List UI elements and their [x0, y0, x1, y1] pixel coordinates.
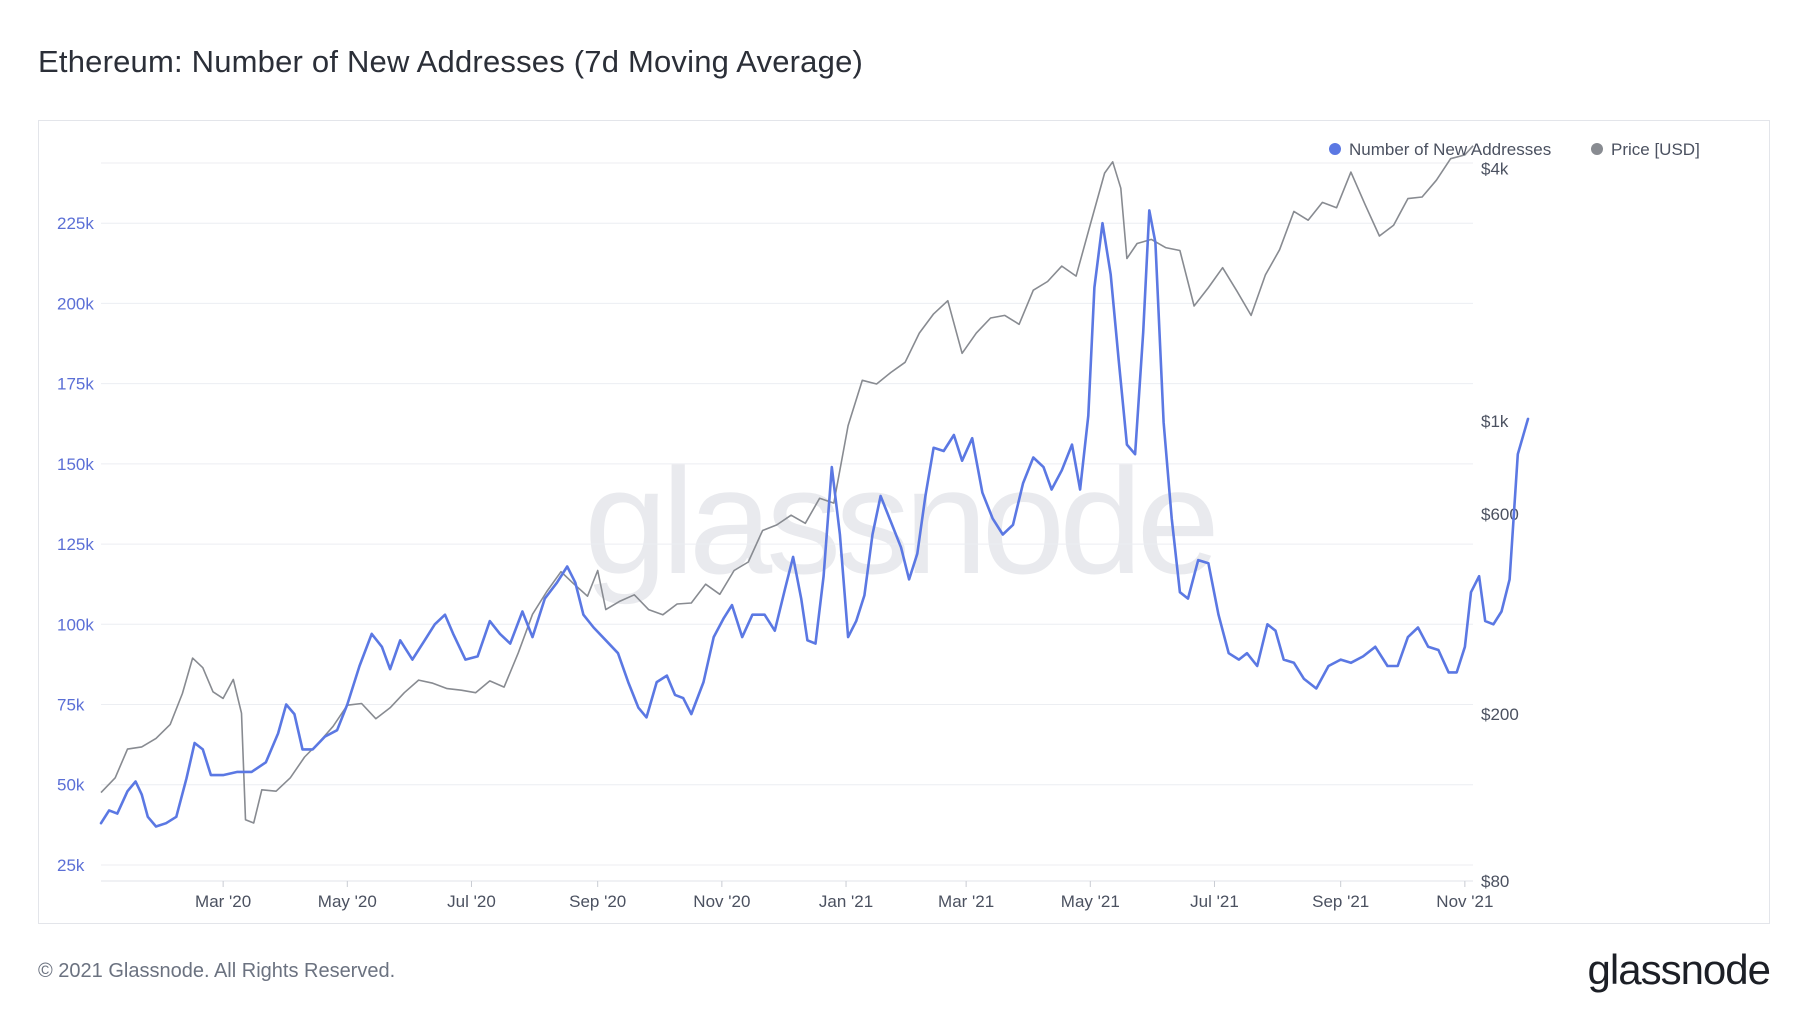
x-tick-label: Sep '20 — [569, 892, 626, 911]
glassnode-logo[interactable]: glassnode — [1587, 946, 1771, 993]
x-tick-label: Sep '21 — [1312, 892, 1369, 911]
y-left-tick-label: 200k — [57, 294, 94, 313]
x-tick-label: Jul '21 — [1190, 892, 1239, 911]
x-tick-label: Mar '21 — [938, 892, 994, 911]
x-tick-label: Jan '21 — [819, 892, 873, 911]
y-left-tick-label: 175k — [57, 375, 94, 394]
chart-panel: glassnode 25k 50k 75k 100k 125k 150k 175k 200k 2… — [38, 120, 1770, 924]
y-axis-left: 25k 50k 75k 100k 125k 150k 175k 200k 225k — [57, 214, 94, 875]
legend-label-addresses[interactable]: Number of New Addresses — [1349, 140, 1551, 159]
x-tick-label: May '21 — [1061, 892, 1120, 911]
y-right-tick-label: $600 — [1481, 505, 1519, 524]
x-tick-label: Jul '20 — [447, 892, 496, 911]
chart-svg: glassnode 25k50k75k100k125k150k175k200k2… — [57, 140, 1700, 911]
x-tick-label: Nov '21 — [1436, 892, 1493, 911]
y-left-tick-label: 100k — [57, 615, 94, 634]
x-tick-label: Mar '20 — [195, 892, 251, 911]
page-title: Ethereum: Number of New Addresses (7d Mo… — [38, 44, 864, 79]
legend: Number of New Addresses Price [USD] — [1329, 140, 1700, 159]
y-right-tick-label: $80 — [1481, 872, 1509, 891]
x-axis: Mar '20 May '20 Jul '20 Sep '20 Nov '20 Jan '… — [195, 881, 1493, 911]
legend-dot-price — [1591, 143, 1603, 155]
y-right-tick-label: $1k — [1481, 412, 1509, 431]
legend-dot-addresses — [1329, 143, 1341, 155]
y-left-tick-label: 75k — [57, 696, 85, 715]
watermark: glassnode — [584, 437, 1214, 605]
y-left-tick-label: 125k — [57, 535, 94, 554]
y-right-tick-label: $4k — [1481, 159, 1509, 178]
x-tick-label: May '20 — [318, 892, 377, 911]
grid-lines — [101, 162, 1473, 882]
y-left-tick-label: 150k — [57, 455, 94, 474]
price-series-line — [100, 145, 1474, 824]
legend-label-price[interactable]: Price [USD] — [1611, 140, 1700, 159]
y-left-tick-label: 25k — [57, 856, 85, 875]
x-tick-label: Nov '20 — [693, 892, 750, 911]
addresses-series-line — [99, 209, 1530, 828]
y-left-tick-label: 50k — [57, 776, 85, 795]
y-right-tick-label: $200 — [1481, 705, 1519, 724]
y-axis-right: $80 $200 $600 $1k $4k — [1481, 159, 1519, 891]
footer-copyright: © 2021 Glassnode. All Rights Reserved. — [38, 960, 396, 982]
y-left-tick-label: 225k — [57, 214, 94, 233]
